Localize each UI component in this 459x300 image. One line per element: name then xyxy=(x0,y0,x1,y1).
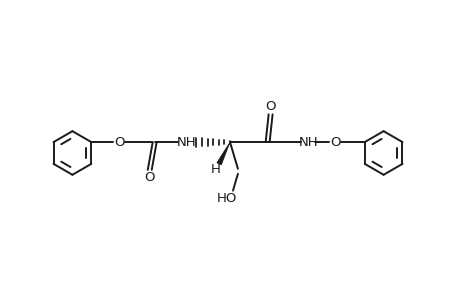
Text: NH: NH xyxy=(176,136,196,148)
Text: O: O xyxy=(113,136,124,148)
Polygon shape xyxy=(216,142,230,165)
Text: O: O xyxy=(329,136,340,148)
Text: O: O xyxy=(265,100,275,113)
Text: NH: NH xyxy=(298,136,317,148)
Text: O: O xyxy=(144,171,155,184)
Text: H: H xyxy=(211,163,221,176)
Text: HO: HO xyxy=(216,192,237,205)
